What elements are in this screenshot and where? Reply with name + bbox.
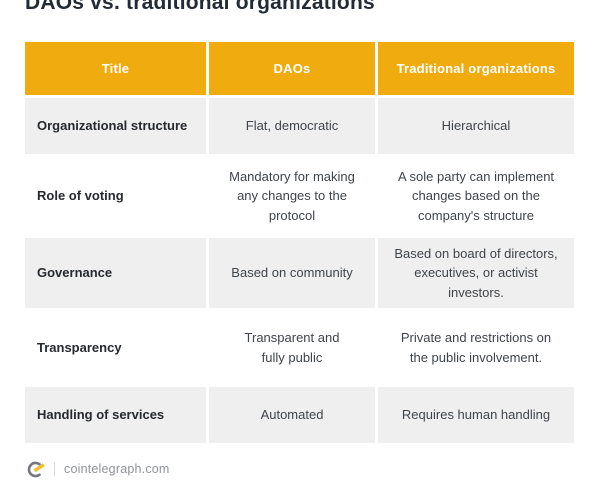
comparison-table: Title DAOs Traditional organizations Org…	[25, 42, 574, 443]
cell-traditional-organizational-structure: Hierarchical	[378, 98, 574, 154]
cell-traditional-governance: Based on board of directors, executives,…	[378, 238, 574, 308]
header-cell-traditional: Traditional organizations	[378, 42, 574, 95]
cell-traditional-transparency: Private and restrictions on the public i…	[378, 311, 574, 384]
header-cell-title: Title	[25, 42, 206, 95]
cell-traditional-handling-of-services: Requires human handling	[378, 387, 574, 443]
row-label-role-of-voting: Role of voting	[25, 157, 206, 235]
page-title: DAOs vs. traditional organizations	[25, 0, 375, 14]
row-label-governance: Governance	[25, 238, 206, 308]
cell-daos-transparency: Transparent and fully public	[209, 311, 375, 384]
row-label-handling-of-services: Handling of services	[25, 387, 206, 443]
cointelegraph-logo-icon	[25, 461, 45, 478]
cell-traditional-role-of-voting: A sole party can implement changes based…	[378, 157, 574, 235]
footer-divider	[54, 462, 55, 476]
cell-daos-role-of-voting: Mandatory for making any changes to the …	[209, 157, 375, 235]
row-label-transparency: Transparency	[25, 311, 206, 384]
cell-daos-organizational-structure: Flat, democratic	[209, 98, 375, 154]
cell-daos-handling-of-services: Automated	[209, 387, 375, 443]
header-cell-daos: DAOs	[209, 42, 375, 95]
cell-daos-governance: Based on community	[209, 238, 375, 308]
footer-site-text: cointelegraph.com	[64, 462, 170, 476]
footer: cointelegraph.com	[25, 459, 170, 479]
row-label-organizational-structure: Organizational structure	[25, 98, 206, 154]
